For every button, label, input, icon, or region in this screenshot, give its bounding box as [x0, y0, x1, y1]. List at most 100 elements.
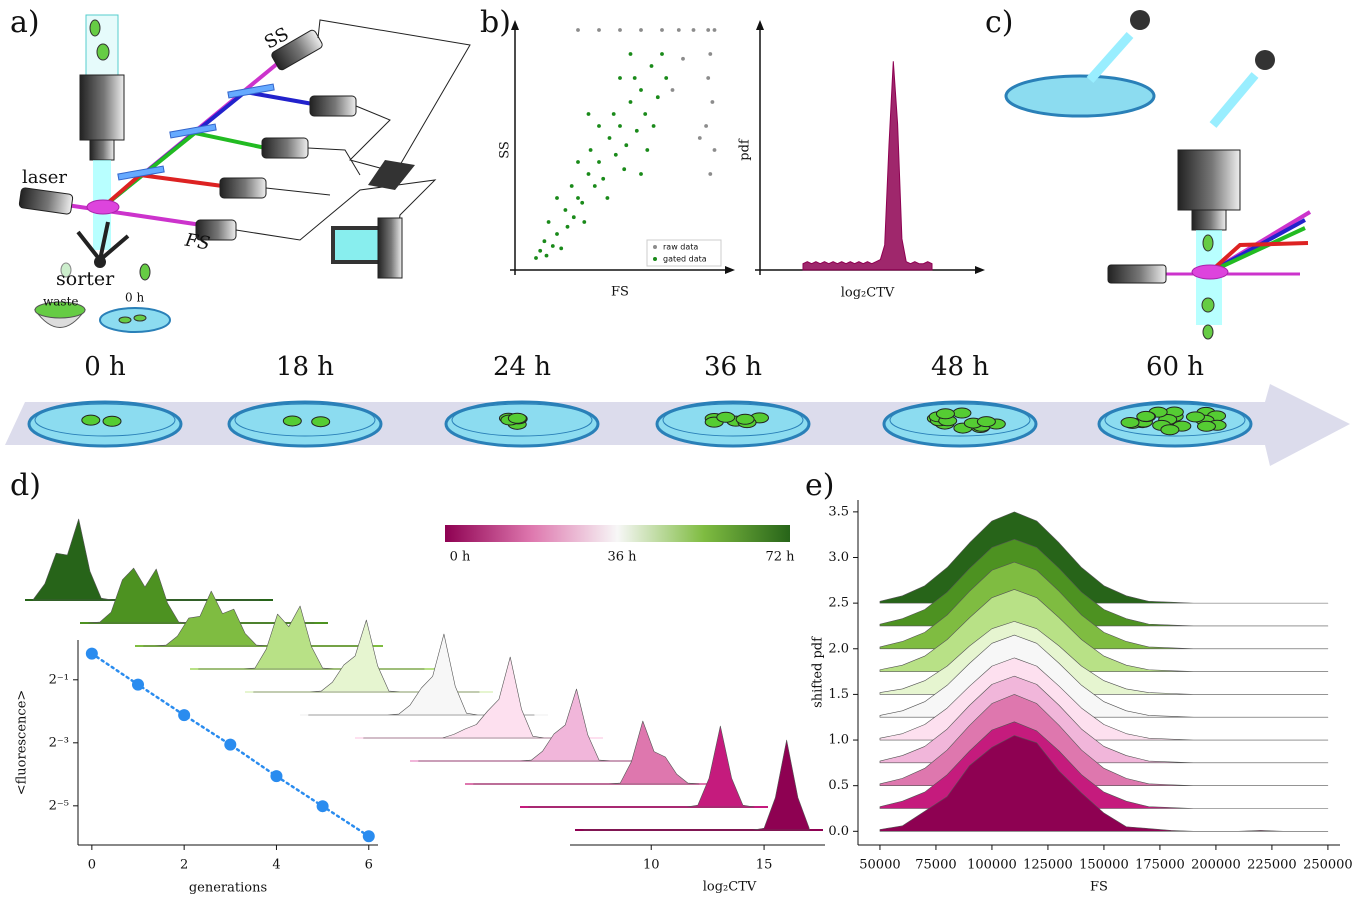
axis	[510, 25, 725, 275]
cell	[1120, 417, 1140, 429]
axis-arrow	[756, 20, 985, 274]
flow-cytometer-diagram: SS laser FS sorter waste 0 h	[18, 14, 471, 333]
y-axis-label: pdf	[738, 138, 753, 161]
detector	[309, 95, 357, 117]
point	[555, 232, 559, 236]
time-label: 48 h	[931, 352, 989, 382]
point	[628, 100, 633, 104]
point	[546, 220, 551, 224]
y-tick-label: 3.5	[828, 504, 849, 519]
ridge	[583, 739, 810, 831]
x-axis-label: FS	[1090, 880, 1108, 895]
y-tick-label: 0.5	[828, 778, 849, 793]
detector	[271, 29, 323, 71]
point	[634, 128, 639, 133]
computer	[377, 217, 403, 279]
cell	[133, 314, 147, 322]
point	[592, 184, 597, 188]
y-axis-label: <fluorescence>	[15, 690, 30, 796]
x-tick-label: 150000	[1079, 858, 1129, 873]
ridge	[418, 688, 645, 762]
point	[618, 124, 622, 128]
objective	[1191, 209, 1227, 231]
x-tick-label: 125000	[1023, 858, 1073, 873]
point	[618, 76, 622, 80]
y-tick-label: 1.0	[828, 733, 849, 748]
ridge	[198, 605, 425, 670]
point	[618, 28, 622, 32]
cell	[935, 408, 955, 420]
point	[538, 248, 543, 253]
cell	[1160, 424, 1180, 436]
laser-label: laser	[22, 167, 67, 188]
ridge	[528, 725, 755, 808]
point	[362, 830, 375, 843]
panel-label: b)	[480, 5, 511, 40]
dish-rim	[889, 403, 1031, 437]
point	[660, 28, 664, 32]
point	[712, 28, 717, 32]
y-tick-label: 2⁻⁵	[49, 798, 69, 813]
cell	[1196, 420, 1216, 432]
legend-box	[646, 239, 722, 267]
point	[586, 172, 591, 176]
point	[544, 253, 549, 258]
time-label: 18 h	[276, 352, 334, 382]
point	[580, 200, 585, 205]
point	[664, 76, 669, 80]
axis	[755, 25, 975, 275]
ridge	[879, 511, 1329, 604]
x-tick-label: 6	[365, 858, 373, 873]
point	[622, 167, 627, 172]
cell	[1201, 297, 1215, 313]
point	[632, 76, 637, 80]
point	[542, 239, 547, 244]
point	[597, 28, 601, 32]
point	[224, 738, 237, 751]
colorbar-label: 36 h	[607, 550, 637, 565]
point	[565, 224, 570, 229]
x-tick-label: 175000	[1135, 858, 1185, 873]
colorbar-label: 0 h	[450, 550, 471, 565]
x-tick-label: 100000	[967, 858, 1017, 873]
point	[613, 152, 618, 157]
point	[639, 88, 643, 92]
legend-label: raw data	[663, 243, 698, 252]
point	[660, 52, 664, 56]
dish-label: 0 h	[125, 291, 144, 305]
point	[697, 136, 702, 140]
point	[712, 148, 717, 152]
panel-label: d)	[10, 468, 41, 503]
point	[571, 215, 576, 220]
cell	[139, 263, 151, 281]
point	[550, 244, 555, 248]
point	[708, 172, 713, 176]
pdf-area	[802, 61, 933, 271]
point	[681, 56, 685, 61]
panel-label: a)	[10, 5, 40, 40]
pipette	[1086, 32, 1134, 83]
x-tick-label: 250000	[1303, 858, 1353, 873]
legend-marker	[653, 245, 657, 249]
point	[607, 136, 612, 140]
y-tick-label: 2⁻³	[49, 735, 69, 750]
x-axis-label: log₂CTV	[841, 286, 895, 301]
timeline: 0 h 18 h 24 h 36 h 48 h 60 h	[5, 352, 1350, 466]
point	[270, 770, 283, 783]
point	[597, 160, 601, 164]
cell	[1136, 410, 1156, 422]
point	[639, 172, 643, 176]
pipette-bulb	[1130, 10, 1150, 30]
ridge	[879, 735, 1329, 832]
objective	[89, 139, 115, 161]
pipette-bulb	[1255, 50, 1275, 70]
reanalysis-diagram	[1004, 10, 1312, 340]
axis-arrow	[511, 20, 735, 274]
cell	[102, 415, 122, 427]
point	[586, 112, 591, 116]
interrogation-point	[86, 199, 120, 215]
x-tick-label: 4	[272, 858, 280, 873]
point	[624, 143, 629, 148]
point	[563, 208, 568, 212]
